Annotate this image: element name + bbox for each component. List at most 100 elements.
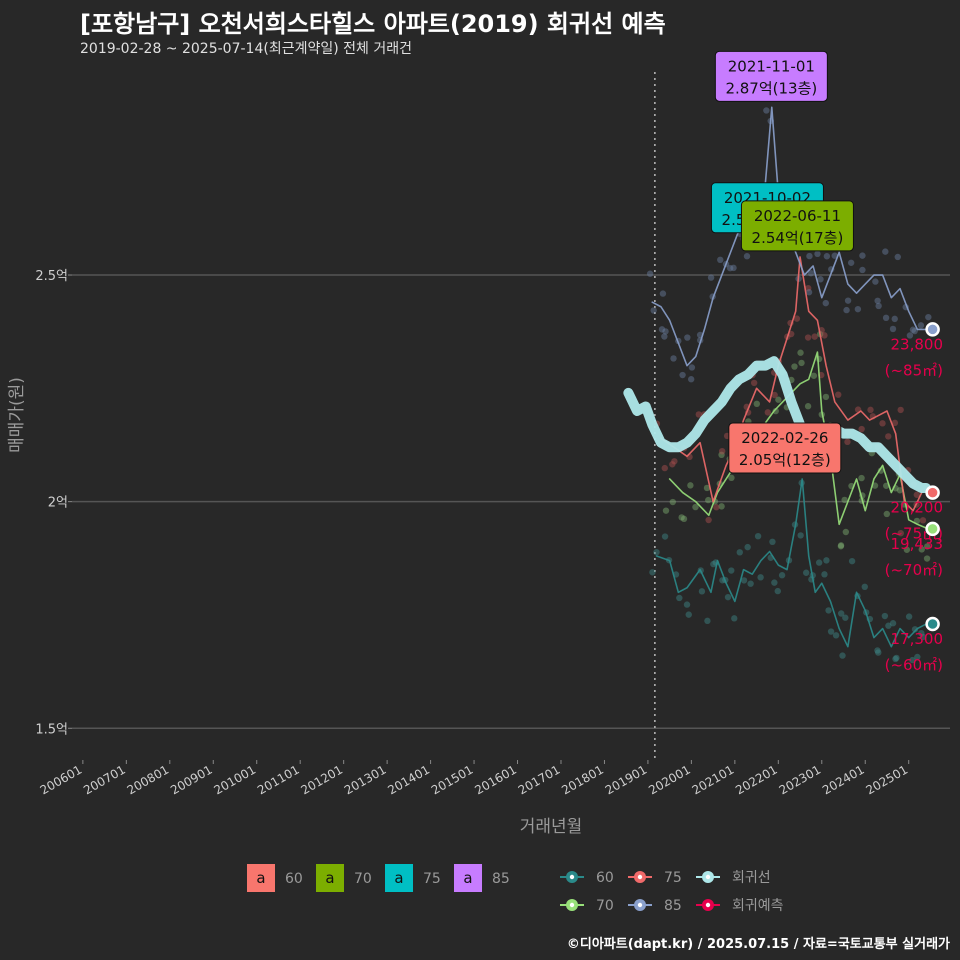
transaction-dot-75 — [804, 334, 812, 341]
transaction-dot-75 — [713, 504, 720, 511]
transaction-dot-85 — [662, 328, 669, 335]
transaction-dot-60 — [774, 587, 781, 595]
transaction-dot-85 — [650, 307, 657, 314]
transaction-dot-85 — [730, 264, 737, 272]
transaction-dot-60 — [839, 652, 846, 659]
transaction-dot-85 — [843, 306, 850, 314]
transaction-dot-85 — [814, 250, 821, 258]
legend-dot-center — [637, 874, 643, 880]
transaction-dot-85 — [726, 264, 734, 272]
transaction-dot-60 — [704, 617, 711, 625]
legend-swatch-letter: a — [463, 869, 472, 887]
transaction-dot-75 — [919, 517, 927, 524]
transaction-dot-70 — [918, 546, 925, 553]
transaction-dot-70 — [871, 482, 879, 489]
transaction-dot-75 — [844, 438, 851, 446]
transaction-dot-70 — [728, 474, 735, 482]
transaction-dot-70 — [692, 503, 699, 511]
transaction-dot-85 — [874, 297, 881, 304]
chart-subtitle: 2019-02-28 ~ 2025-07-14(최근계약일) 전체 거래건 — [80, 41, 412, 57]
transaction-dot-70 — [903, 546, 911, 553]
transaction-dot-60 — [848, 557, 856, 565]
transaction-dot-75 — [811, 333, 818, 340]
transaction-dot-60 — [802, 569, 810, 576]
transaction-dot-85 — [894, 253, 901, 261]
annotation-box — [728, 422, 842, 474]
x-tick-label: 200701 — [81, 762, 128, 797]
transaction-dot-70 — [705, 496, 712, 504]
x-tick-label: 201201 — [298, 762, 345, 797]
transaction-dot-75 — [793, 315, 801, 322]
transaction-dot-85 — [822, 299, 829, 307]
x-tick-label: 200601 — [38, 762, 85, 797]
transaction-dot-70 — [815, 355, 823, 363]
transaction-dot-85 — [807, 269, 815, 277]
transaction-dot-85 — [717, 256, 724, 264]
transaction-dot-60 — [710, 560, 717, 568]
x-tick-label: 201901 — [603, 762, 650, 797]
transaction-dot-75 — [750, 379, 758, 387]
transaction-dot-60 — [731, 615, 738, 622]
transaction-dot-85 — [917, 322, 925, 329]
prediction-area: (~70㎡) — [885, 561, 943, 579]
transaction-dot-60 — [778, 572, 786, 579]
transaction-dot-60 — [653, 548, 660, 556]
legend-swatch-85 — [454, 864, 482, 892]
legend-swatch-letter: a — [394, 869, 403, 887]
prediction-value: 20,200 — [891, 499, 944, 517]
transaction-dot-85 — [659, 290, 667, 297]
transaction-dot-75 — [669, 461, 676, 468]
transaction-dot-75 — [764, 409, 772, 416]
series-line-70 — [668, 351, 930, 530]
transaction-dot-75 — [879, 420, 886, 427]
transaction-dot-60 — [685, 611, 692, 618]
transaction-dot-70 — [822, 393, 830, 401]
annotation-layer: 2021-11-012.87억(13층)2021-10-022.58억(17층)… — [710, 50, 854, 474]
prediction-dot — [925, 521, 940, 537]
x-tick-label: 201001 — [212, 762, 259, 797]
legend-label-85: 85 — [492, 871, 510, 887]
transaction-dot-85 — [670, 355, 677, 362]
legend-label-75: 75 — [423, 871, 441, 887]
transaction-dot-85 — [658, 326, 666, 333]
transaction-dot-70 — [718, 503, 725, 510]
transaction-dot-60 — [744, 543, 751, 551]
transaction-dot-70 — [842, 528, 850, 536]
x-tick-label: 202401 — [820, 762, 867, 797]
prediction-dot — [925, 485, 940, 500]
transaction-dot-85 — [763, 107, 770, 114]
annotation-date: 2022-06-11 — [754, 207, 841, 225]
transaction-dot-85 — [925, 313, 932, 321]
transaction-dot-60 — [676, 594, 683, 602]
transaction-dot-60 — [827, 628, 835, 635]
transaction-dot-75 — [671, 458, 678, 465]
transaction-dot-60 — [736, 549, 743, 556]
prediction-value: 17,300 — [891, 630, 944, 648]
transaction-dot-75 — [858, 425, 865, 433]
transaction-dot-60 — [911, 626, 919, 633]
transaction-dot-85 — [688, 364, 696, 371]
legend-label: 회귀예측 — [732, 898, 784, 914]
axis-layer: 1.5억 2억 2.5억 200601200701200801200901201001… — [7, 269, 910, 837]
annotation-2021-11-01: 2021-11-01 2.87억(13층) — [714, 50, 828, 102]
transaction-dot-85 — [847, 259, 855, 266]
transaction-dot-70 — [669, 498, 677, 506]
transaction-dot-70 — [837, 542, 845, 549]
transaction-dot-85 — [891, 315, 898, 323]
source-footer: ©디아파트(dapt.kr) / 2025.07.15 / 자료=국토교통부 실… — [566, 937, 950, 952]
transaction-dot-85 — [882, 248, 889, 255]
y-tick-label: 2.5억 — [35, 269, 68, 284]
annotation-box — [740, 200, 854, 252]
annotation-date: 2021-11-01 — [728, 57, 815, 75]
transaction-dot-70 — [837, 543, 845, 550]
grid-layer — [72, 72, 950, 760]
transaction-dot-75 — [771, 391, 778, 399]
transaction-dot-60 — [815, 559, 823, 566]
transaction-dot-75 — [897, 406, 904, 414]
transaction-dot-60 — [649, 569, 656, 576]
legend-dot-center — [569, 902, 575, 908]
transaction-dot-85 — [882, 314, 890, 322]
prediction-value: 19,433 — [891, 535, 944, 553]
transaction-dot-60 — [914, 653, 921, 661]
